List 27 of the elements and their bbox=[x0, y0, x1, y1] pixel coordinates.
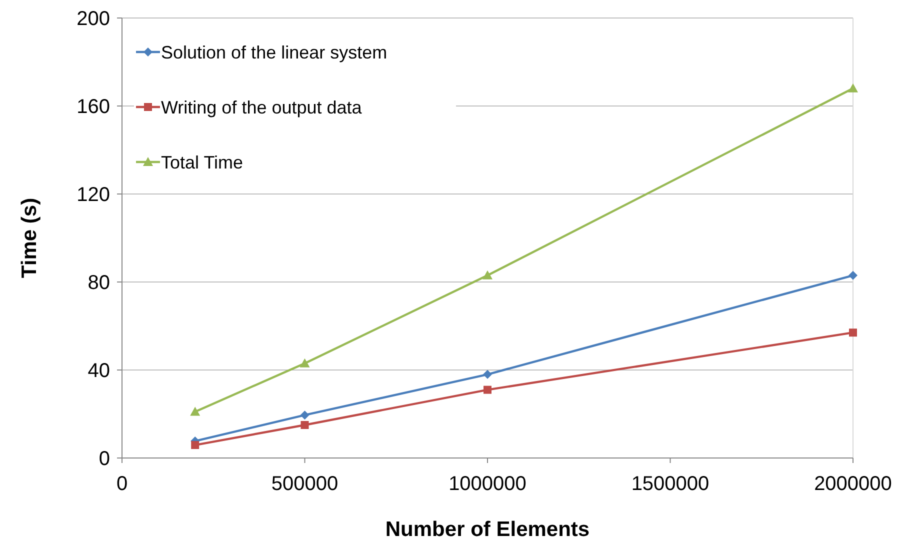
x-tick-label: 1000000 bbox=[448, 473, 526, 495]
legend-label: Total Time bbox=[161, 152, 244, 172]
y-axis-title: Time (s) bbox=[18, 198, 41, 278]
x-tick-label: 2000000 bbox=[814, 473, 892, 495]
x-tick-label: 1500000 bbox=[631, 473, 710, 495]
point bbox=[484, 386, 492, 394]
point bbox=[482, 270, 492, 280]
point bbox=[848, 270, 858, 280]
y-tick-label: 40 bbox=[88, 360, 110, 382]
legend-label: Solution of the linear system bbox=[161, 42, 388, 62]
point bbox=[848, 83, 858, 92]
y-tick-label: 80 bbox=[88, 272, 110, 294]
point bbox=[190, 406, 200, 416]
x-axis-title: Number of Elements bbox=[385, 518, 590, 541]
y-tick-label: 120 bbox=[76, 184, 110, 206]
y-tick-label: 160 bbox=[76, 96, 110, 118]
point bbox=[191, 441, 200, 450]
point bbox=[300, 421, 309, 429]
x-tick-label: 0 bbox=[116, 473, 128, 495]
y-tick-label: 0 bbox=[98, 448, 110, 470]
point bbox=[300, 358, 310, 368]
point bbox=[300, 410, 310, 420]
point bbox=[483, 370, 492, 379]
legend-label: Writing of the output data bbox=[161, 97, 363, 118]
x-tick-label: 500000 bbox=[271, 473, 338, 495]
y-tick-label: 200 bbox=[76, 8, 110, 30]
point bbox=[849, 328, 857, 337]
